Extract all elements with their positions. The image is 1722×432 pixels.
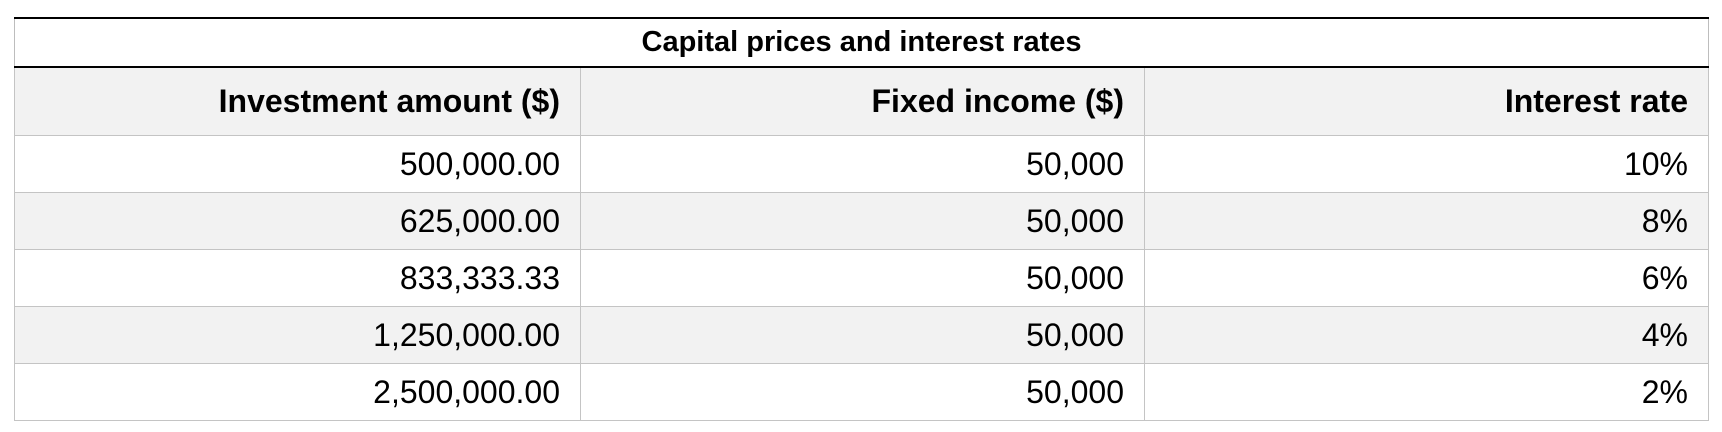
table-row: 500,000.00 50,000 10% xyxy=(14,135,1709,193)
table-row: 625,000.00 50,000 8% xyxy=(14,192,1709,250)
capital-prices-table: Capital prices and interest rates Invest… xyxy=(14,17,1709,421)
investment-amount-cell: 1,250,000.00 xyxy=(14,306,581,364)
investment-amount-cell: 833,333.33 xyxy=(14,249,581,307)
column-header-interest-rate: Interest rate xyxy=(1144,66,1709,136)
investment-amount-cell: 2,500,000.00 xyxy=(14,363,581,421)
fixed-income-cell: 50,000 xyxy=(580,135,1145,193)
investment-amount-cell: 500,000.00 xyxy=(14,135,581,193)
column-header-fixed-income: Fixed income ($) xyxy=(580,66,1145,136)
interest-rate-cell: 4% xyxy=(1144,306,1709,364)
interest-rate-cell: 6% xyxy=(1144,249,1709,307)
table-title-row: Capital prices and interest rates xyxy=(14,17,1709,68)
data-table-container: Capital prices and interest rates Invest… xyxy=(14,17,1709,421)
interest-rate-cell: 8% xyxy=(1144,192,1709,250)
column-header-investment-amount: Investment amount ($) xyxy=(14,66,581,136)
investment-amount-cell: 625,000.00 xyxy=(14,192,581,250)
fixed-income-cell: 50,000 xyxy=(580,363,1145,421)
interest-rate-cell: 10% xyxy=(1144,135,1709,193)
fixed-income-cell: 50,000 xyxy=(580,192,1145,250)
table-row: 1,250,000.00 50,000 4% xyxy=(14,306,1709,364)
fixed-income-cell: 50,000 xyxy=(580,306,1145,364)
interest-rate-cell: 2% xyxy=(1144,363,1709,421)
table-header-row: Investment amount ($) Fixed income ($) I… xyxy=(14,66,1709,136)
table-title: Capital prices and interest rates xyxy=(14,17,1709,68)
fixed-income-cell: 50,000 xyxy=(580,249,1145,307)
table-row: 2,500,000.00 50,000 2% xyxy=(14,363,1709,421)
table-row: 833,333.33 50,000 6% xyxy=(14,249,1709,307)
